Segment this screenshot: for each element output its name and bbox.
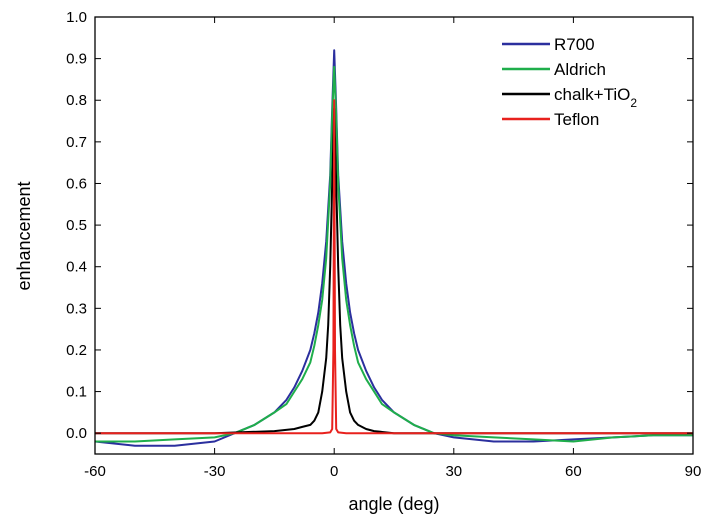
y-tick-label: 0.2 xyxy=(66,342,87,359)
y-tick-label: 0.8 xyxy=(66,92,87,109)
x-axis-label: angle (deg) xyxy=(348,494,439,514)
series-line-teflon xyxy=(95,99,693,435)
y-tick-label: 0.5 xyxy=(66,217,87,234)
legend-label: Teflon xyxy=(554,110,599,129)
y-tick-label: 0.1 xyxy=(66,384,87,401)
series-line-aldrich xyxy=(95,65,693,443)
x-tick-label: 90 xyxy=(685,463,702,480)
series-line-chalk-tio2 xyxy=(95,107,693,435)
legend-label: chalk+TiO2 xyxy=(554,85,637,110)
series-layer xyxy=(94,49,693,447)
x-tick-label: 0 xyxy=(330,463,338,480)
x-axis-ticks: -60 -30 0 30 60 90 xyxy=(84,17,701,480)
x-tick-label: -60 xyxy=(84,463,106,480)
series-line-r700 xyxy=(94,49,693,447)
y-tick-label: 0.9 xyxy=(66,51,87,68)
x-tick-label: 60 xyxy=(565,463,582,480)
y-tick-label: 1.0 xyxy=(66,9,87,26)
y-tick-label: 0.6 xyxy=(66,175,87,192)
legend-label: R700 xyxy=(554,35,595,54)
legend-label: Aldrich xyxy=(554,60,606,79)
plot-frame xyxy=(94,16,694,455)
y-tick-label: 0.3 xyxy=(66,300,87,317)
x-tick-label: 30 xyxy=(445,463,462,480)
x-tick-label: -30 xyxy=(204,463,226,480)
y-tick-label: 0.4 xyxy=(66,259,87,276)
y-axis-ticks: 0.0 0.1 0.2 0.3 0.4 0.5 0.6 0.7 0.8 0.9 1.0 xyxy=(66,9,693,442)
y-tick-label: 0.7 xyxy=(66,134,87,151)
y-tick-label: 0.0 xyxy=(66,425,87,442)
y-axis-label: enhancement xyxy=(14,181,34,290)
